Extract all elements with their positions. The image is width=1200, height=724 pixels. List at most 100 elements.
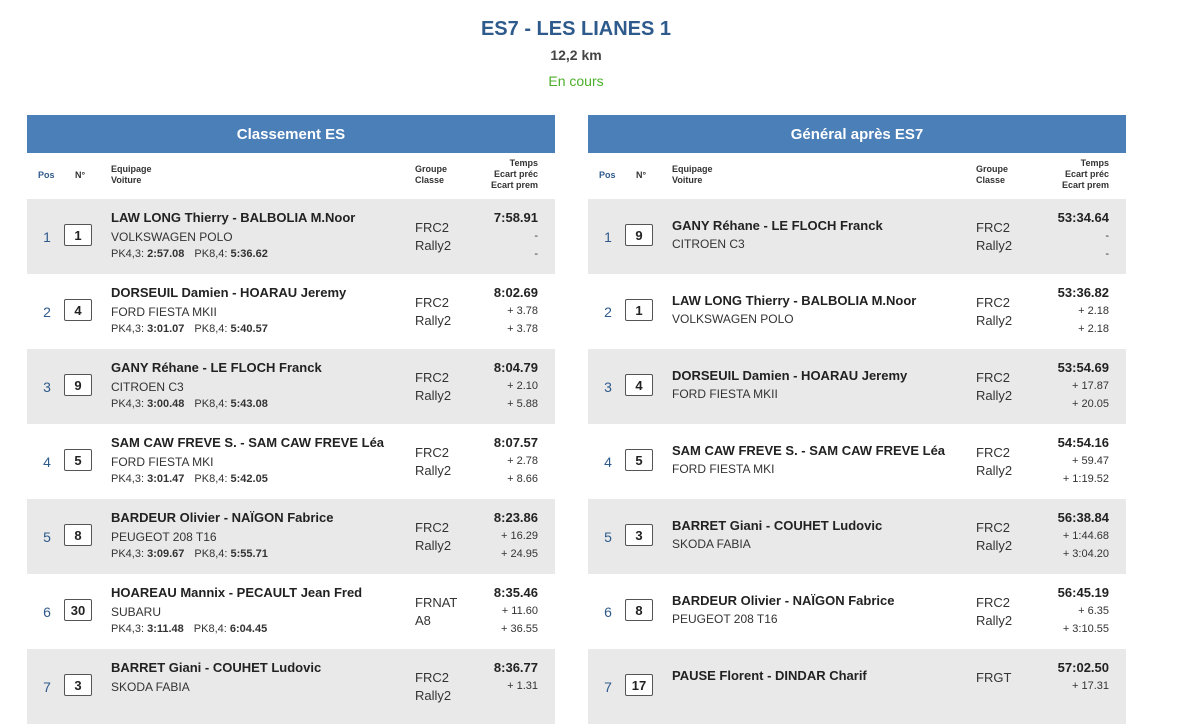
header-voiture-label: Voiture <box>672 175 703 185</box>
crew-names: PAUSE Florent - DINDAR Charif <box>672 668 867 683</box>
time-block: 8:04.79 + 2.10 + 5.88 <box>494 359 538 413</box>
header-ecart-prec-label: Ecart préc <box>493 169 538 179</box>
position-number: 5 <box>43 529 51 545</box>
group-class: FRC2 Rally2 <box>415 519 451 555</box>
car-number-badge: 8 <box>64 524 92 546</box>
table-row[interactable]: 2 4 DORSEUIL Damien - HOARAU Jeremy FORD FI… <box>27 274 555 349</box>
time-value: 8:04.79 <box>493 360 538 375</box>
panel-title: Général après ES7 <box>588 115 1126 153</box>
time-block: 8:23.86 + 16.29 + 24.95 <box>494 509 538 563</box>
time-block: 8:02.69 + 3.78 + 3.78 <box>494 284 538 338</box>
group-class: FRC2 Rally2 <box>415 294 451 330</box>
split-2-time: 5:36.62 <box>230 248 268 260</box>
split-1-time: 3:01.47 <box>147 473 185 485</box>
table-row[interactable]: 6 8 BARDEUR Olivier - NAÏGON Fabrice PEUGEO… <box>588 574 1126 649</box>
car-model: FORD FIESTA MKI <box>672 462 775 476</box>
header-pos: Pos <box>38 170 55 180</box>
position-number: 5 <box>604 529 612 545</box>
gap-previous: - <box>534 230 538 242</box>
gap-previous: + 16.29 <box>500 530 538 542</box>
car-number-badge: 1 <box>64 224 92 246</box>
table-row[interactable]: 3 9 GANY Réhane - LE FLOCH Franck CITROEN C… <box>27 349 555 424</box>
header-classe-label: Classe <box>415 175 445 185</box>
time-block: 53:54.69 + 17.87 + 20.05 <box>1058 359 1109 413</box>
time-value: 56:45.19 <box>1057 585 1109 600</box>
gap-first: + 8.66 <box>507 473 538 485</box>
split-2-label: PK8,4: <box>194 248 228 260</box>
class-label: Rally2 <box>415 388 452 403</box>
group-label: FRC2 <box>976 295 1010 310</box>
header-equipage-label: Equipage <box>672 164 713 174</box>
time-value: 8:36.77 <box>493 660 538 675</box>
time-value: 53:36.82 <box>1057 285 1109 300</box>
time-value: 8:23.86 <box>493 510 538 525</box>
group-class: FRC2 Rally2 <box>976 444 1012 480</box>
car-number-badge: 9 <box>625 224 653 246</box>
column-headers: Pos N° Equipage Voiture Groupe Classe Temp… <box>27 153 555 199</box>
header-equipage: Equipage Voiture <box>111 164 152 186</box>
group-label: FRC2 <box>415 520 449 535</box>
header-voiture-label: Voiture <box>111 175 142 185</box>
table-row[interactable]: 5 3 BARRET Giani - COUHET Ludovic SKODA FAB… <box>588 499 1126 574</box>
group-class: FRC2 Rally2 <box>415 444 451 480</box>
split-1-label: PK4,3: <box>111 398 145 410</box>
gap-first: + 1:19.52 <box>1062 473 1109 485</box>
crew-names: DORSEUIL Damien - HOARAU Jeremy <box>672 368 908 383</box>
general-ranking-panel: Général après ES7 Pos N° Equipage Voiture… <box>588 115 1126 724</box>
header-temps-label: Temps <box>1080 158 1109 168</box>
class-label: Rally2 <box>976 463 1013 478</box>
time-block: 8:35.46 + 11.60 + 36.55 <box>494 584 538 638</box>
group-label: FRC2 <box>976 595 1010 610</box>
position-number: 7 <box>43 679 51 695</box>
table-row[interactable]: 3 4 DORSEUIL Damien - HOARAU Jeremy FORD FI… <box>588 349 1126 424</box>
crew-names: SAM CAW FREVE S. - SAM CAW FREVE Léa <box>111 435 385 450</box>
gap-first: + 24.95 <box>500 548 538 560</box>
table-row[interactable]: 7 17 PAUSE Florent - DINDAR Charif FRGT 57:0… <box>588 649 1126 724</box>
group-class: FRNAT A8 <box>415 594 457 630</box>
table-row[interactable]: 1 9 GANY Réhane - LE FLOCH Franck CITROEN C… <box>588 199 1126 274</box>
panel-title: Classement ES <box>27 115 555 153</box>
table-row[interactable]: 4 5 SAM CAW FREVE S. - SAM CAW FREVE Léa FO… <box>27 424 555 499</box>
class-label: Rally2 <box>415 238 452 253</box>
crew-names: GANY Réhane - LE FLOCH Franck <box>672 218 883 233</box>
split-1-time: 3:09.67 <box>147 548 185 560</box>
class-label: Rally2 <box>415 688 452 703</box>
class-label: Rally2 <box>415 463 452 478</box>
car-number-badge: 1 <box>625 299 653 321</box>
group-class: FRC2 Rally2 <box>976 294 1012 330</box>
group-class: FRC2 Rally2 <box>976 519 1012 555</box>
time-value: 53:34.64 <box>1057 210 1109 225</box>
header-num: N° <box>636 170 647 180</box>
table-row[interactable]: 5 8 BARDEUR Olivier - NAÏGON Fabrice PEUGEO… <box>27 499 555 574</box>
crew-names: BARRET Giani - COUHET Ludovic <box>672 518 883 533</box>
split-2-time: 5:43.08 <box>230 398 268 410</box>
time-value: 7:58.91 <box>493 210 538 225</box>
car-model: CITROEN C3 <box>672 237 745 251</box>
split-1-time: 3:00.48 <box>147 398 185 410</box>
gap-previous: + 59.47 <box>1071 455 1109 467</box>
table-row[interactable]: 2 1 LAW LONG Thierry - BALBOLIA M.Noor VOLK… <box>588 274 1126 349</box>
crew-names: BARRET Giani - COUHET Ludovic <box>111 660 322 675</box>
table-row[interactable]: 7 3 BARRET Giani - COUHET Ludovic SKODA FAB… <box>27 649 555 724</box>
gap-first: + 3:04.20 <box>1062 548 1109 560</box>
position-number: 1 <box>604 229 612 245</box>
time-block: 53:34.64 - - <box>1058 209 1109 263</box>
split-2-label: PK8,4: <box>194 548 228 560</box>
gap-previous: + 2.18 <box>1078 305 1109 317</box>
split-times: PK4,3: 3:11.48 PK8,4: 6:04.45 <box>111 623 267 635</box>
crew-names: SAM CAW FREVE S. - SAM CAW FREVE Léa <box>672 443 946 458</box>
class-label: Rally2 <box>415 538 452 553</box>
table-row[interactable]: 1 1 LAW LONG Thierry - BALBOLIA M.Noor VOLK… <box>27 199 555 274</box>
group-label: FRNAT <box>415 595 458 610</box>
gap-first: + 36.55 <box>500 623 538 635</box>
table-row[interactable]: 4 5 SAM CAW FREVE S. - SAM CAW FREVE Léa FO… <box>588 424 1126 499</box>
crew-names: DORSEUIL Damien - HOARAU Jeremy <box>111 285 347 300</box>
class-label: A8 <box>415 613 431 628</box>
table-row[interactable]: 6 30 HOAREAU Mannix - PECAULT Jean Fred SUB… <box>27 574 555 649</box>
split-2-label: PK8,4: <box>193 623 227 635</box>
gap-first: + 2.18 <box>1078 323 1109 335</box>
car-number-badge: 9 <box>64 374 92 396</box>
car-model: PEUGEOT 208 T16 <box>111 530 217 544</box>
class-label: Rally2 <box>415 313 452 328</box>
gap-previous: + 1.31 <box>507 680 538 692</box>
